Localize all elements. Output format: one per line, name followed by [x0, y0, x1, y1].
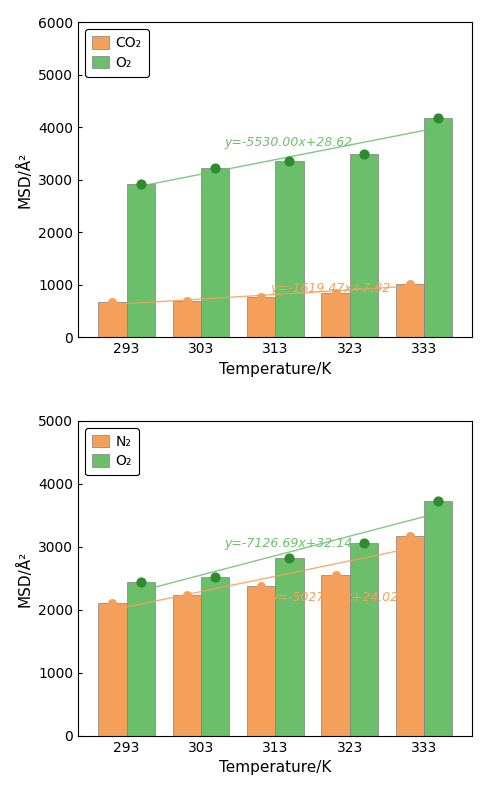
- Point: [183, 295, 190, 308]
- Bar: [321, 575, 349, 736]
- Point: [405, 530, 413, 543]
- Point: [359, 537, 367, 550]
- Bar: [246, 297, 275, 337]
- Legend: CO₂, O₂: CO₂, O₂: [85, 29, 148, 77]
- Text: y=-7126.69x+32.14: y=-7126.69x+32.14: [224, 537, 351, 550]
- Point: [257, 291, 264, 303]
- Bar: [349, 543, 377, 736]
- Point: [359, 147, 367, 160]
- Legend: N₂, O₂: N₂, O₂: [85, 428, 139, 475]
- Point: [137, 575, 144, 588]
- Bar: [98, 603, 126, 736]
- Point: [331, 569, 339, 581]
- Point: [405, 277, 413, 290]
- Bar: [423, 118, 451, 337]
- X-axis label: Temperature/K: Temperature/K: [219, 760, 331, 775]
- Point: [331, 286, 339, 299]
- Point: [137, 177, 144, 190]
- Y-axis label: MSD/Å²: MSD/Å²: [17, 550, 33, 607]
- Bar: [172, 596, 201, 736]
- Bar: [395, 536, 423, 736]
- Point: [257, 580, 264, 592]
- Bar: [126, 184, 155, 337]
- Bar: [246, 586, 275, 736]
- Bar: [201, 577, 229, 736]
- Text: y=-1619.47x+7.82: y=-1619.47x+7.82: [269, 282, 389, 295]
- Point: [211, 162, 219, 174]
- Text: y=-5530.00x+28.62: y=-5530.00x+28.62: [224, 136, 351, 150]
- Point: [285, 155, 293, 168]
- Bar: [98, 302, 126, 337]
- Point: [433, 495, 441, 508]
- Bar: [321, 292, 349, 337]
- Point: [108, 295, 116, 308]
- Bar: [395, 284, 423, 337]
- Bar: [423, 501, 451, 736]
- Point: [211, 570, 219, 583]
- Bar: [201, 168, 229, 337]
- Point: [433, 112, 441, 124]
- Point: [108, 596, 116, 609]
- Bar: [126, 581, 155, 736]
- Bar: [275, 162, 303, 337]
- X-axis label: Temperature/K: Temperature/K: [219, 362, 331, 376]
- Bar: [349, 154, 377, 337]
- Bar: [275, 558, 303, 736]
- Y-axis label: MSD/Å²: MSD/Å²: [17, 151, 33, 208]
- Bar: [172, 302, 201, 337]
- Point: [183, 589, 190, 602]
- Point: [285, 551, 293, 564]
- Text: y=-5027.64x+24.02: y=-5027.64x+24.02: [269, 591, 398, 604]
